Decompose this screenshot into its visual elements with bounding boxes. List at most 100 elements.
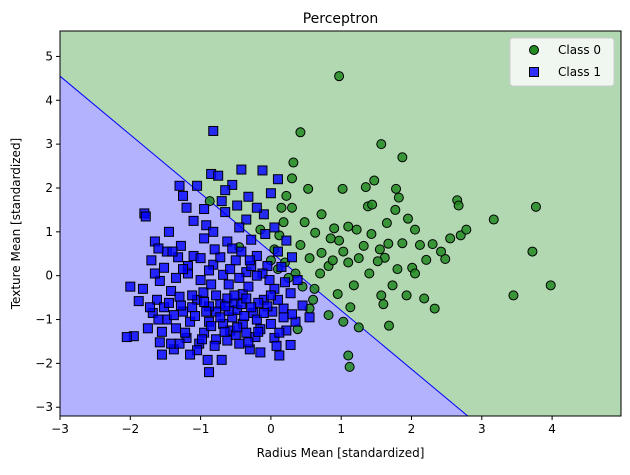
class-1-point [257,165,268,176]
class-1-point [166,286,177,297]
class-0-point [325,233,336,244]
class-1-point [153,243,164,254]
class-1-point [285,288,296,299]
x-tick-label: −3 [51,422,69,436]
class-1-point [168,310,179,321]
class-0-point [316,247,327,258]
class-1-point [133,296,144,307]
class-1-point [152,294,163,305]
class-1-point [219,326,230,337]
class-1-point [265,290,276,301]
class-1-point [274,350,285,361]
class-0-point [288,157,299,168]
class-0-point [308,294,319,305]
class-0-point [367,199,378,210]
y-axis-label: Texture Mean [standardized] [9,138,23,310]
class-1-point [241,293,252,304]
class-0-point [337,183,348,194]
class-1-point [174,291,185,302]
class-0-point [384,320,395,331]
class-0-point [358,240,369,251]
class-1-point [209,244,220,255]
class-0-point [453,200,464,211]
class-0-point [286,173,297,184]
x-tick-label: 0 [267,422,275,436]
class-1-point [199,233,210,244]
class-1-point [208,226,219,237]
class-1-point [156,349,167,360]
class-0-point [343,350,354,361]
class-1-point [216,354,227,365]
class-0-point [295,239,306,250]
class-0-point [461,224,472,235]
class-1-point [204,265,215,276]
class-1-point [197,334,208,345]
class-1-point [125,281,136,292]
class-0-point [421,254,432,265]
class-1-point [281,235,292,246]
class-1-point [167,246,178,257]
class-0-point [436,246,447,257]
class-0-point [281,190,292,201]
class-1-point [243,281,254,292]
class-0-point [376,290,387,301]
class-0-point [372,256,383,267]
class-1-point [137,283,148,294]
legend-marker-class-1 [529,67,539,77]
class-0-point [391,183,402,194]
class-1-point [216,196,227,207]
class-0-point [338,246,349,257]
class-1-point [199,296,210,307]
class-0-point [376,139,387,150]
legend-label-class-1: Class 1 [558,65,601,79]
class-0-point [414,239,425,250]
class-1-point [178,264,189,275]
class-0-point [344,361,355,372]
class-1-point [246,234,257,245]
class-0-point [527,246,538,257]
class-1-point [199,204,210,215]
class-1-point [178,190,189,201]
class-1-point [246,302,257,313]
class-0-point [343,221,354,232]
class-1-point [180,327,191,338]
class-1-point [140,211,151,222]
class-0-point [276,202,287,213]
class-1-point [244,255,255,266]
chart-title: Perceptron [303,11,379,27]
class-1-point [269,222,280,233]
legend-marker-class-0 [529,45,539,55]
class-1-point [265,188,276,199]
class-0-point [204,196,215,207]
class-1-point [175,240,186,251]
x-axis-label: Radius Mean [standardized] [257,446,425,460]
x-tick-label: 3 [478,422,486,436]
class-1-point [223,279,234,290]
class-0-point [323,310,334,321]
plot-frame [59,30,622,417]
class-1-point [198,287,209,298]
class-1-point [286,252,297,263]
class-1-point [215,312,226,323]
x-tick-label: −1 [192,422,210,436]
class-1-point [185,349,196,360]
class-0-point [348,280,359,291]
class-1-point [297,300,308,311]
class-1-point [222,335,233,346]
class-1-point [251,314,262,325]
x-tick-label: −2 [121,422,139,436]
class-1-point [227,243,238,254]
class-1-point [229,290,240,301]
class-1-point [255,347,266,358]
class-0-point [338,316,349,327]
y-tick-label: 0 [45,269,53,283]
decision-regions [60,31,621,416]
class-0-point [397,152,408,163]
class-0-point [402,213,413,224]
class-1-point [220,207,231,218]
x-tick-label: 1 [337,422,345,436]
class-1-point [208,125,219,136]
class-0-point [445,233,456,244]
class-1-point [232,200,243,211]
class-1-point [153,314,164,325]
